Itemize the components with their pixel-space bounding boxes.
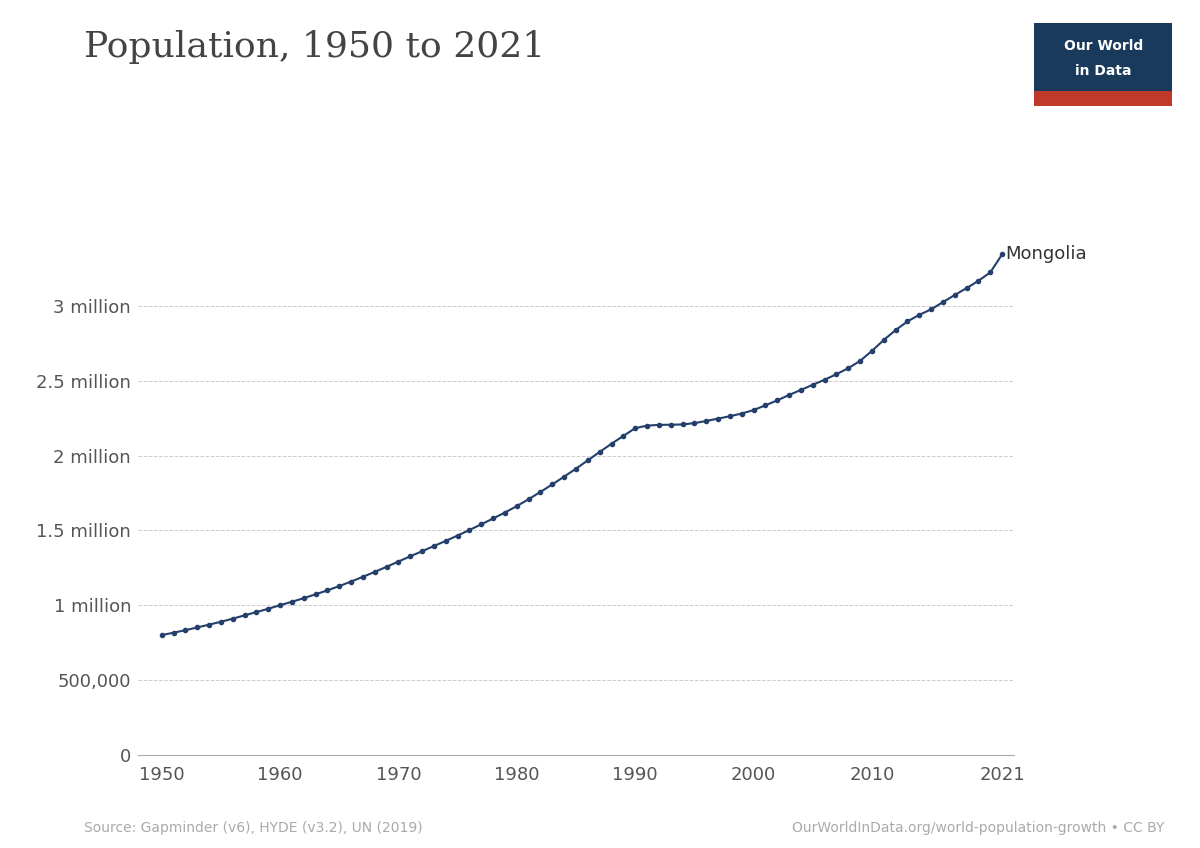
Bar bbox=[1034, 23, 1172, 91]
Text: Mongolia: Mongolia bbox=[1006, 245, 1087, 263]
Text: in Data: in Data bbox=[1075, 64, 1132, 78]
Bar bbox=[1034, 91, 1172, 106]
Text: Source: Gapminder (v6), HYDE (v3.2), UN (2019): Source: Gapminder (v6), HYDE (v3.2), UN … bbox=[84, 821, 422, 835]
Text: Our World: Our World bbox=[1063, 39, 1144, 53]
Text: OurWorldInData.org/world-population-growth • CC BY: OurWorldInData.org/world-population-grow… bbox=[792, 821, 1164, 835]
Text: Population, 1950 to 2021: Population, 1950 to 2021 bbox=[84, 30, 545, 64]
